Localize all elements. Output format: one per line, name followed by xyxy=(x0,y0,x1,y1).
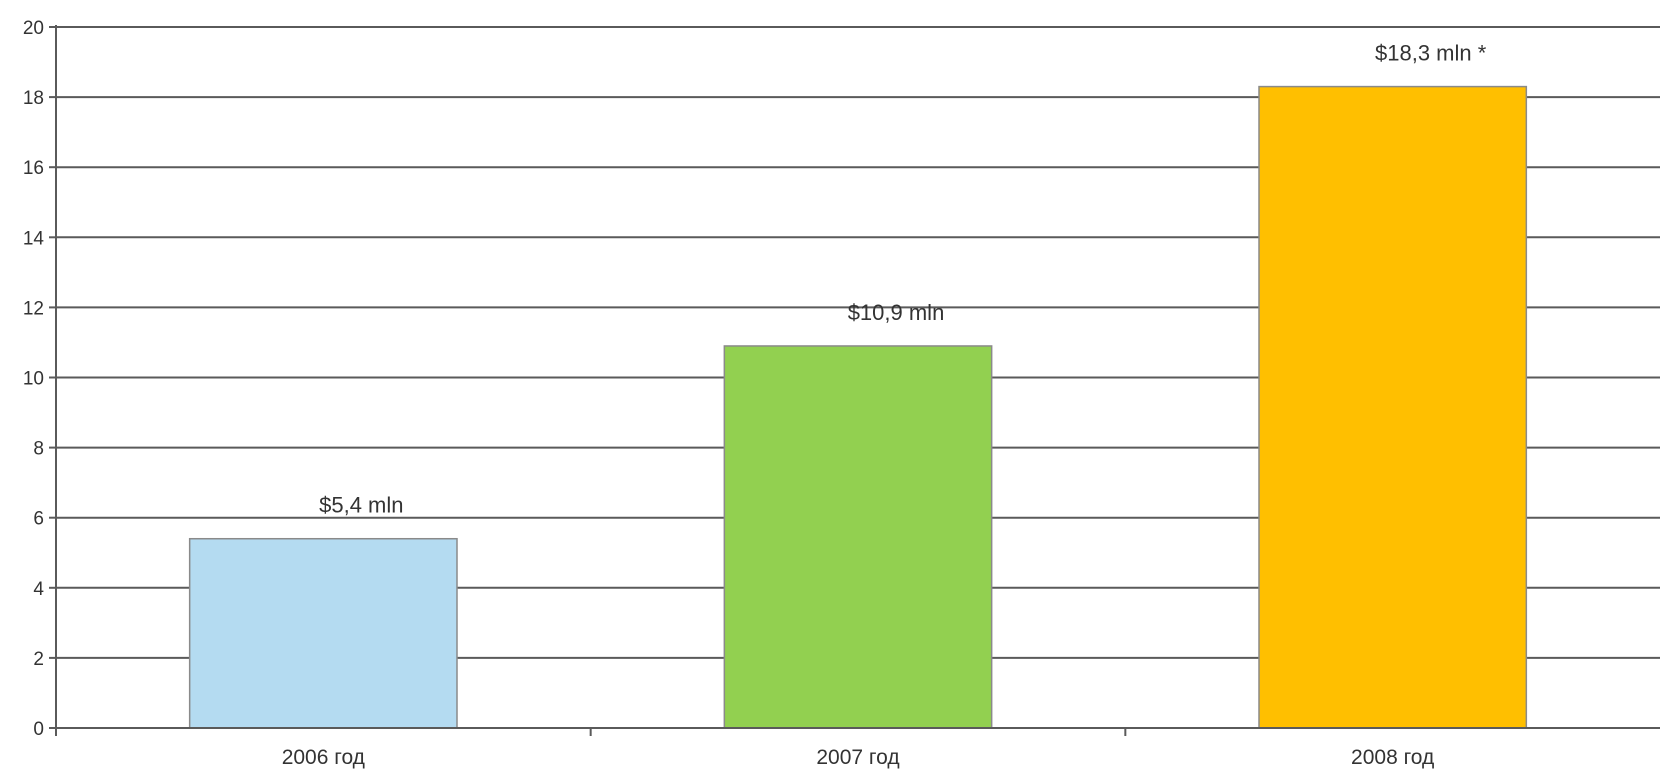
category-label-1: 2006 год xyxy=(282,746,365,769)
data-label-2: $10,9 mln xyxy=(848,300,945,325)
y-tick-label-12: 12 xyxy=(23,298,44,319)
y-tick-label-4: 4 xyxy=(33,579,44,600)
y-tick-label-20: 20 xyxy=(23,18,44,39)
category-label-2: 2007 год xyxy=(816,746,899,769)
bars xyxy=(188,85,1528,729)
y-tick-label-2: 2 xyxy=(33,649,44,670)
y-tick-label-18: 18 xyxy=(23,88,44,109)
y-tick-label-14: 14 xyxy=(23,228,45,249)
bar-1 xyxy=(188,537,458,729)
category-label-3: 2008 год xyxy=(1351,746,1434,769)
y-tick-label-8: 8 xyxy=(33,439,44,460)
labels: 0 2 4 6 8 10 12 14 16 18 20 $5,4 mln 2006 год $10,9 m… xyxy=(23,18,1487,769)
data-label-1: $5,4 mln xyxy=(319,493,403,518)
y-tick-label-10: 10 xyxy=(23,369,44,390)
bar-3 xyxy=(1258,85,1528,729)
data-label-3: $18,3 mln * xyxy=(1375,41,1487,66)
y-tick-label-6: 6 xyxy=(33,509,44,530)
axes xyxy=(49,25,1660,736)
y-tick-label-0: 0 xyxy=(33,719,44,740)
y-tick-label-16: 16 xyxy=(23,158,44,179)
bar-2 xyxy=(723,345,993,729)
